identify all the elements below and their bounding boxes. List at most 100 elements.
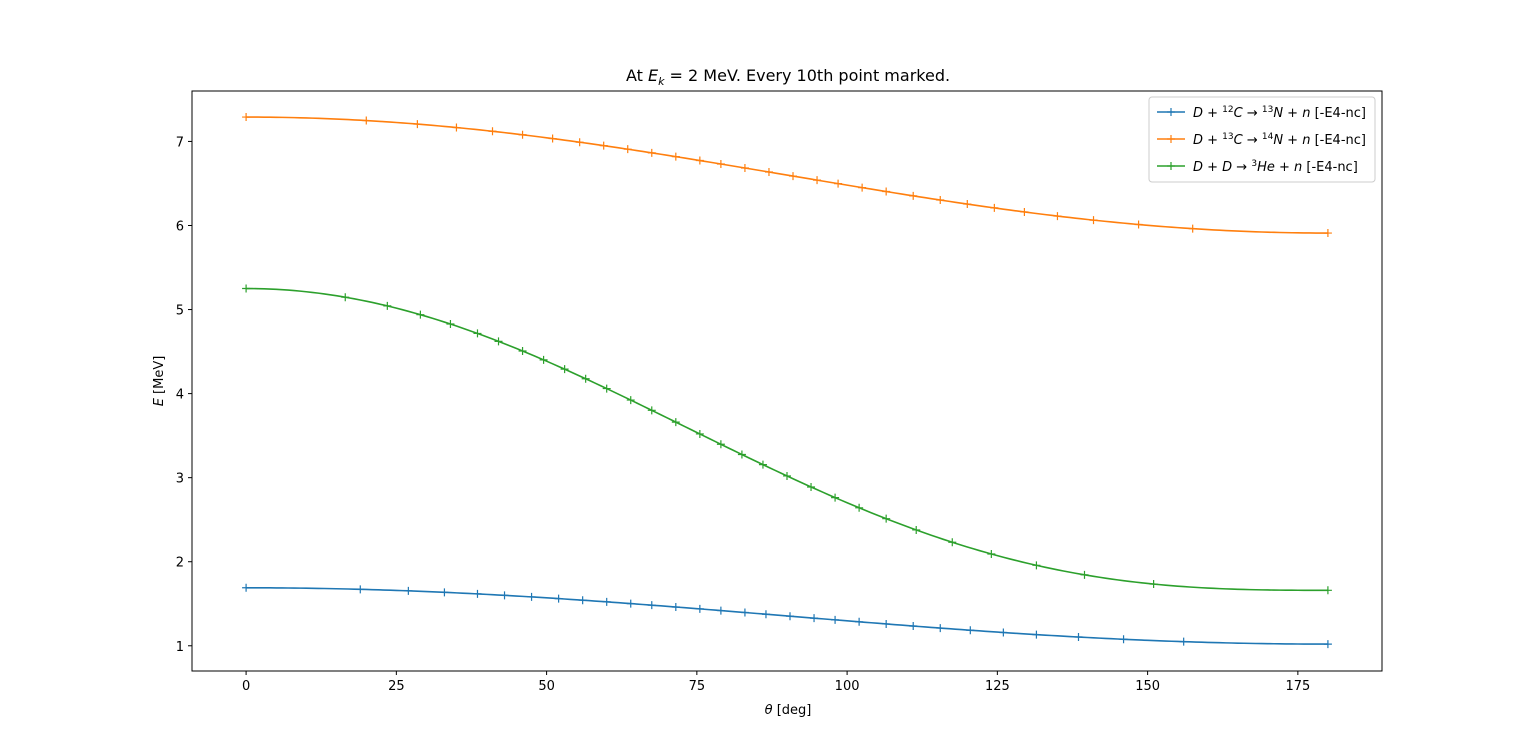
chart-title: At Ek = 2 MeV. Every 10th point marked. [626, 66, 950, 88]
data-point-marker [716, 159, 725, 168]
data-point-marker [473, 589, 482, 598]
data-point-marker [581, 374, 590, 383]
legend-tag: [-E4-nc] [1310, 133, 1366, 148]
data-point-marker [1188, 224, 1197, 233]
data-point-marker [761, 610, 770, 619]
data-point-marker [855, 503, 864, 512]
data-point-marker [1323, 640, 1332, 649]
data-point-marker [575, 138, 584, 147]
data-point-marker [647, 148, 656, 157]
data-point-marker [912, 525, 921, 534]
data-point-marker [948, 538, 957, 547]
data-point-marker [548, 134, 557, 143]
data-point-marker [647, 601, 656, 610]
data-point-marker [452, 123, 461, 132]
data-point-marker [999, 628, 1008, 637]
data-point-marker [1119, 635, 1128, 644]
data-point-marker [855, 617, 864, 626]
data-point-marker [737, 450, 746, 459]
y-tick-label: 3 [176, 472, 184, 487]
data-point-marker [1323, 229, 1332, 238]
x-tick-label: 50 [538, 679, 555, 694]
data-point-marker [1323, 586, 1332, 595]
legend: D + 12C → 13N + n [-E4-nc] D + 13C → 14N… [1148, 96, 1376, 183]
data-point-marker [963, 200, 972, 209]
data-point-marker [1134, 220, 1143, 229]
data-point-marker [882, 514, 891, 523]
legend-marker-swatch [1167, 135, 1175, 143]
data-point-marker [786, 612, 795, 621]
legend-marker-swatch [1167, 108, 1175, 116]
y-tick-label: 4 [176, 388, 184, 403]
data-point-marker [764, 168, 773, 177]
x-axis-variable: θ [765, 703, 773, 718]
legend-text-part: D + D → [1193, 160, 1251, 175]
data-point-marker [671, 152, 680, 161]
data-point-marker [813, 176, 822, 185]
data-point-marker [623, 145, 632, 154]
legend-text-part: C → [1234, 106, 1262, 121]
data-point-marker [527, 592, 536, 601]
legend-entry: D + 13C → 14N + n [-E4-nc] [1157, 132, 1366, 148]
series-line [246, 116, 1328, 234]
data-point-marker [987, 549, 996, 558]
series-2 [242, 284, 1332, 595]
y-tick-label: 7 [176, 135, 184, 150]
data-point-marker [356, 585, 365, 594]
data-point-marker [413, 120, 422, 129]
data-point-marker [602, 597, 611, 606]
data-point-marker [695, 604, 704, 613]
data-point-marker [488, 127, 497, 136]
data-point-marker [909, 191, 918, 200]
x-tick-label: 150 [1135, 679, 1160, 694]
data-point-marker [626, 396, 635, 405]
title-prefix: At [626, 66, 648, 85]
data-point-marker [858, 183, 867, 192]
legend-text-part: N + n [1273, 106, 1310, 121]
data-point-marker [882, 187, 891, 196]
data-point-marker [740, 608, 749, 617]
data-point-marker [695, 429, 704, 438]
data-point-marker [882, 619, 891, 628]
data-point-marker [1149, 580, 1158, 589]
data-point-marker [242, 284, 251, 293]
x-axis-label: θ [deg] [765, 703, 812, 718]
data-point-marker [695, 156, 704, 165]
data-point-marker [909, 622, 918, 631]
data-point-marker [404, 586, 413, 595]
data-point-marker [647, 406, 656, 415]
data-point-marker [560, 365, 569, 374]
data-point-marker [362, 116, 371, 125]
title-suffix: = 2 MeV. Every 10th point marked. [664, 66, 950, 85]
data-point-marker [1053, 212, 1062, 221]
data-point-marker [1179, 637, 1188, 646]
data-point-marker [990, 203, 999, 212]
y-axis-label: E [MeV] [152, 356, 167, 407]
data-point-marker [539, 355, 548, 364]
y-tick-label: 2 [176, 556, 184, 571]
data-point-marker [1020, 207, 1029, 216]
data-point-marker [671, 418, 680, 427]
legend-text-part: C → [1234, 133, 1262, 148]
legend-marker-swatch [1167, 162, 1175, 170]
x-tick-label: 25 [388, 679, 405, 694]
data-point-marker [446, 320, 455, 329]
data-point-marker [500, 591, 509, 600]
series-1 [242, 113, 1332, 238]
title-variable: E [648, 66, 659, 85]
legend-superscript: 12 [1222, 105, 1233, 115]
data-point-marker [554, 594, 563, 603]
legend-superscript: 3 [1251, 159, 1257, 169]
data-point-marker [966, 626, 975, 635]
data-point-marker [936, 624, 945, 633]
data-point-marker [494, 337, 503, 346]
y-axis-unit: [MeV] [152, 356, 167, 398]
series-0 [242, 583, 1332, 649]
data-point-marker [578, 596, 587, 605]
legend-superscript: 13 [1222, 132, 1233, 142]
legend-label: D + 12C → 13N + n [-E4-nc] [1193, 105, 1366, 121]
data-point-marker [810, 614, 819, 623]
data-point-marker [383, 301, 392, 310]
data-point-marker [440, 588, 449, 597]
x-axis-unit: [deg] [773, 703, 812, 718]
